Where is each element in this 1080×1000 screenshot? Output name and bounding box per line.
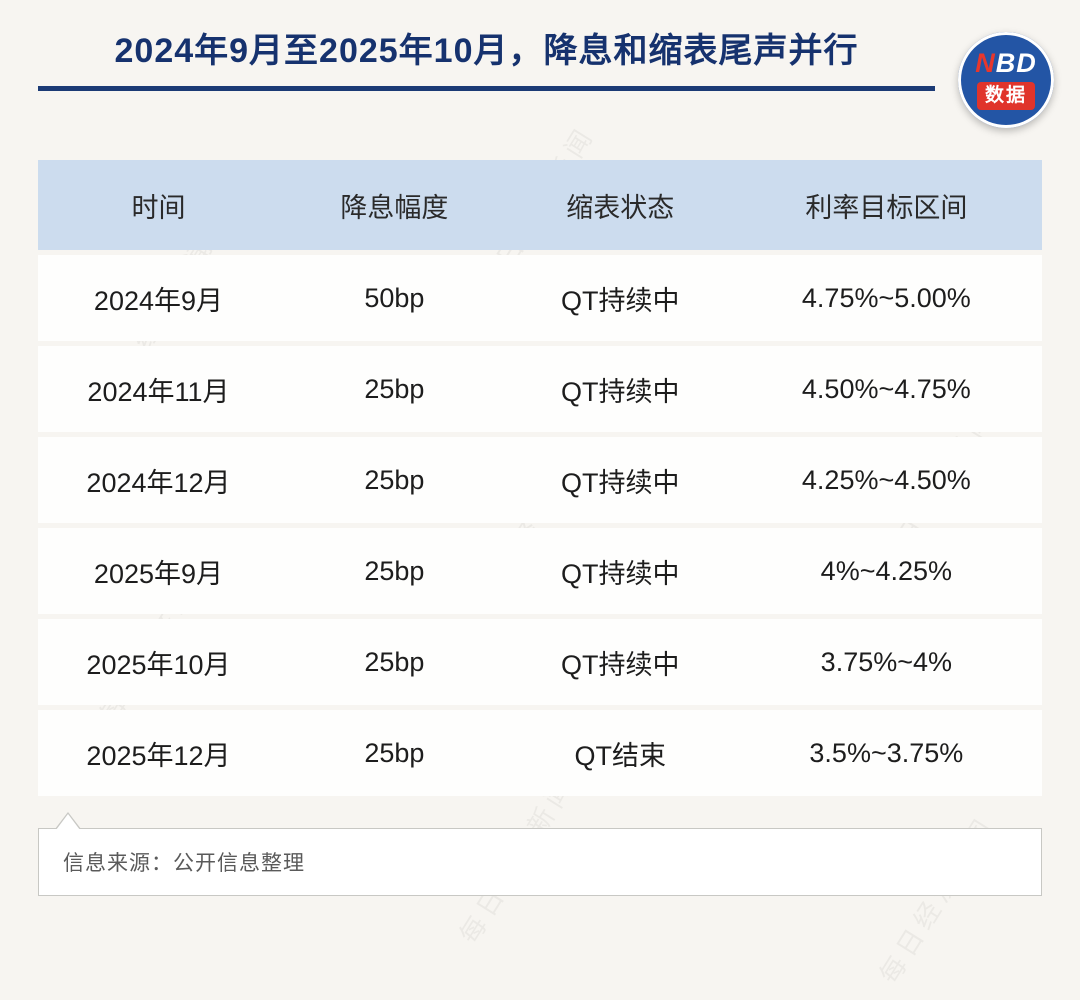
table-row: 2024年12月 25bp QT持续中 4.25%~4.50%: [38, 437, 1042, 523]
cell-qt: QT持续中: [561, 376, 680, 407]
cell-range: 4.75%~5.00%: [801, 282, 971, 313]
cell-cut: 25bp: [364, 646, 425, 677]
cell-range: 3.5%~3.75%: [809, 737, 964, 768]
nbd-logo-badge: 数据: [976, 82, 1035, 110]
data-table: 时间 降息幅度 缩表状态 利率目标区间 2024年9月 50bp QT持续中 4…: [38, 160, 1042, 801]
cell-qt: QT持续中: [561, 467, 680, 498]
table-row: 2025年9月 25bp QT持续中 4%~4.25%: [38, 528, 1042, 614]
table-row: 2024年11月 25bp QT持续中 4.50%~4.75%: [38, 346, 1042, 432]
nbd-logo-text: NBD: [975, 50, 1037, 77]
cell-qt: QT持续中: [561, 558, 680, 589]
cell-range: 4%~4.25%: [820, 555, 953, 586]
header-cell-range: 利率目标区间: [805, 192, 968, 223]
cell-range: 4.25%~4.50%: [801, 464, 971, 495]
table-row: 2024年9月 50bp QT持续中 4.75%~5.00%: [38, 255, 1042, 341]
cell-cut: 25bp: [364, 555, 425, 586]
cell-cut: 25bp: [364, 464, 425, 495]
cell-time: 2024年9月: [93, 285, 224, 316]
cell-cut: 25bp: [364, 737, 425, 768]
title-block: 2024年9月至2025年10月，降息和缩表尾声并行: [38, 28, 935, 91]
cell-time: 2025年12月: [86, 740, 231, 771]
page-title: 2024年9月至2025年10月，降息和缩表尾声并行: [114, 32, 859, 70]
cell-time: 2025年10月: [86, 649, 231, 680]
source-box: 信息来源：公开信息整理: [38, 828, 1042, 896]
table-row: 2025年12月 25bp QT结束 3.5%~3.75%: [38, 710, 1042, 796]
cell-time: 2025年9月: [93, 558, 224, 589]
cell-qt: QT持续中: [561, 649, 680, 680]
cell-qt: QT持续中: [561, 285, 680, 316]
cell-time: 2024年12月: [86, 467, 231, 498]
header-cell-time: 时间: [131, 192, 186, 223]
source-box-pointer-fill: [56, 814, 80, 830]
header-cell-cut: 降息幅度: [340, 192, 449, 223]
cell-cut: 25bp: [364, 373, 425, 404]
nbd-logo: NBD 数据: [958, 32, 1054, 128]
header-cell-qt: 缩表状态: [566, 192, 675, 223]
nbd-logo-letter-n: N: [975, 48, 996, 79]
cell-cut: 50bp: [364, 282, 425, 313]
title-underline-rule: [38, 85, 935, 91]
table-row: 2025年10月 25bp QT持续中 3.75%~4%: [38, 619, 1042, 705]
cell-qt: QT结束: [574, 740, 667, 771]
table-header-row: 时间 降息幅度 缩表状态 利率目标区间: [38, 160, 1042, 250]
cell-range: 3.75%~4%: [820, 646, 953, 677]
cell-time: 2024年11月: [87, 376, 230, 407]
nbd-logo-letters-bd: BD: [995, 48, 1037, 79]
source-text: 信息来源：公开信息整理: [63, 852, 305, 875]
cell-range: 4.50%~4.75%: [801, 373, 971, 404]
